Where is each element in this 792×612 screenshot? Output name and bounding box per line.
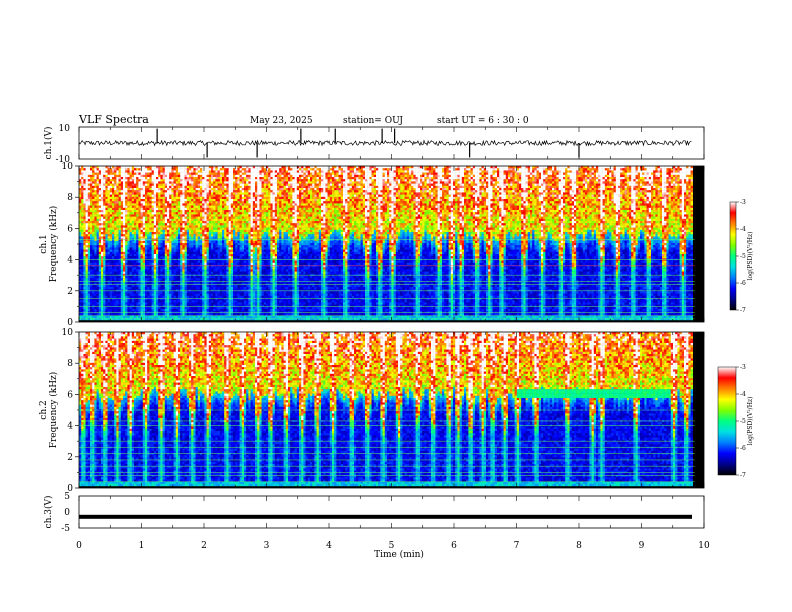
- colorbar-tick-label: -3: [740, 199, 746, 206]
- ch1-waveform-panel: 10 -10 ch.1(V): [43, 124, 704, 165]
- spec-ytick-label: 4: [67, 422, 73, 432]
- spec-ytick-label: 10: [62, 328, 74, 338]
- ch2-spectrogram: [79, 332, 695, 486]
- ch3-ytick-mid: 0: [64, 508, 70, 518]
- ch3-ytick-bottom: -5: [61, 524, 70, 534]
- ch2-spec-ylabel-channel: ch.2: [39, 400, 49, 419]
- x-tick-label: 7: [514, 541, 520, 551]
- x-axis-label: Time (min): [374, 549, 424, 560]
- colorbar-tick-label: -6: [740, 445, 746, 452]
- spec-ytick-label: 10: [62, 162, 74, 172]
- spec-ytick-label: 6: [67, 224, 73, 234]
- colorbar-tick-label: -6: [740, 280, 746, 287]
- colorbar-tick-label: -7: [740, 307, 746, 314]
- ch2-spec-ylabel-freq: Frequency (kHz): [48, 372, 59, 449]
- colorbar-ch2: -3 -4 -5 -6 -7 log(PSD)(V²/Hz): [718, 364, 754, 479]
- ch1-ytick-top: 10: [59, 124, 71, 134]
- date-label: May 23, 2025: [250, 116, 313, 126]
- ch3-waveform-panel: 5 0 -5 ch.3(V): [43, 492, 704, 534]
- colorbar-ch2-ticks: -3 -4 -5 -6 -7: [736, 364, 746, 479]
- colorbar-tick-label: -4: [740, 226, 746, 233]
- ch3-waveform-line: [79, 515, 692, 519]
- x-tick-label: 8: [576, 541, 582, 551]
- colorbar-tick-label: -5: [740, 253, 746, 260]
- x-tick-label: 3: [264, 541, 270, 551]
- colorbar-ch1-ticks: -3 -4 -5 -6 -7: [736, 199, 746, 314]
- vlf-figure: VLF Spectra May 23, 2025 station= OUJ st…: [0, 0, 792, 612]
- colorbar-ch2-bar: [718, 367, 736, 475]
- x-tick-label: 9: [639, 541, 645, 551]
- x-tick-label: 2: [201, 541, 207, 551]
- spec-ytick-label: 2: [67, 453, 73, 463]
- ch1-spectrogram: [79, 166, 695, 320]
- ch3-wave-ylabel: ch.3(V): [43, 496, 54, 529]
- x-tick-label: 0: [76, 541, 82, 551]
- colorbar-ch1: -3 -4 -5 -6 -7 log(PSD)(V²/Hz): [730, 199, 754, 314]
- x-tick-label: 10: [698, 541, 710, 551]
- ch1-spec-ylabel-channel: ch.1: [39, 234, 49, 253]
- figure-title: VLF Spectra: [78, 113, 149, 126]
- ch1-spec-yticks: 0 2 4 6 8 10: [62, 162, 79, 328]
- spec-ytick-label: 2: [67, 287, 73, 297]
- ch1-wave-ylabel: ch.1(V): [43, 127, 54, 160]
- start-time-label: start UT = 6 : 30 : 0: [437, 116, 529, 126]
- x-tick-label: 6: [451, 541, 457, 551]
- colorbar-ch1-bar: [730, 202, 736, 310]
- spec-ytick-label: 8: [67, 359, 73, 369]
- colorbar-ch2-label: log(PSD)(V²/Hz): [747, 397, 754, 446]
- colorbar-tick-label: -7: [740, 472, 746, 479]
- colorbar-tick-label: -3: [740, 364, 746, 371]
- ch3-ytick-top: 5: [64, 492, 70, 502]
- colorbar-ch1-label: log(PSD)(V²/Hz): [747, 232, 754, 281]
- spec-ytick-label: 6: [67, 390, 73, 400]
- ch1-spectrogram-panel: 0 2 4 6 8 10 ch.1 Frequency (kHz): [39, 162, 704, 328]
- station-label: station= OUJ: [343, 116, 403, 126]
- spec-ytick-label: 0: [67, 318, 73, 328]
- spec-ytick-label: 4: [67, 256, 73, 266]
- colorbar-tick-label: -5: [740, 418, 746, 425]
- x-tick-label: 1: [139, 541, 145, 551]
- spec-ytick-label: 8: [67, 193, 73, 203]
- x-tick-label: 4: [326, 541, 332, 551]
- colorbar-tick-label: -4: [740, 391, 746, 398]
- ch1-spec-ylabel-freq: Frequency (kHz): [48, 206, 59, 283]
